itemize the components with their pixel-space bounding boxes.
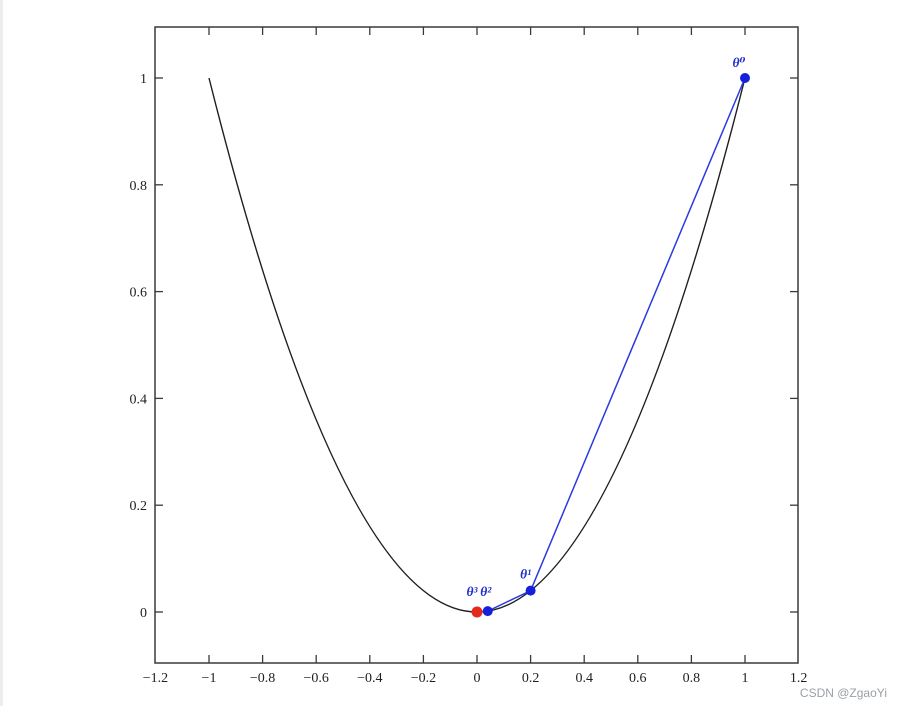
iterate-point-label-1: θ¹	[520, 567, 531, 582]
y-tick-label: 0.8	[130, 179, 148, 194]
x-tick-label: 0.6	[629, 671, 647, 686]
iterate-points	[471, 73, 750, 618]
y-tick-label: 0.2	[130, 499, 148, 514]
gradient-descent-line	[476, 77, 746, 613]
cost-curve-path	[208, 77, 746, 613]
y-tick-labels: 0 0.2 0.4 0.6 0.8 1	[130, 72, 148, 621]
y-tick-label: 0.6	[130, 286, 148, 301]
x-tick-labels: −1.2 −1 −0.8 −0.6 −0.4 −0.2 0 0.2 0.4 0.6 0.8 1 1.2	[143, 671, 808, 686]
iterate-point-label-2: θ²	[480, 584, 492, 599]
x-tick-label: −0.4	[357, 671, 382, 686]
cost-curve	[208, 77, 746, 613]
iterate-point-3	[471, 606, 483, 618]
x-tick-label: 0.2	[522, 671, 540, 686]
x-tick-label: 1.2	[790, 671, 808, 686]
axis-ticks	[155, 27, 798, 663]
iterate-point-1	[525, 585, 536, 596]
y-tick-label: 0.4	[130, 392, 148, 407]
x-tick-label: −1.2	[143, 671, 168, 686]
gradient-descent-path	[476, 77, 746, 613]
iterate-point-2	[482, 606, 493, 617]
x-tick-label: 0.8	[683, 671, 701, 686]
watermark: CSDN @ZgaoYi	[799, 686, 887, 700]
page-edge-strip	[0, 0, 3, 706]
x-tick-label: 1	[742, 671, 749, 686]
iterate-point-0	[740, 73, 750, 83]
x-tick-label: −0.8	[250, 671, 275, 686]
x-tick-label: 0.4	[575, 671, 593, 686]
x-tick-label: −0.2	[411, 671, 436, 686]
y-tick-label: 1	[140, 72, 147, 87]
x-tick-label: −1	[202, 671, 217, 686]
y-tick-label: 0	[140, 606, 147, 621]
iterate-point-label-0: θ⁰	[733, 55, 746, 70]
iterate-point-label-3: θ³	[466, 584, 478, 599]
x-tick-label: −0.6	[303, 671, 328, 686]
x-tick-label: 0	[474, 671, 481, 686]
plot-frame	[154, 26, 799, 664]
axes-frame	[154, 26, 799, 664]
